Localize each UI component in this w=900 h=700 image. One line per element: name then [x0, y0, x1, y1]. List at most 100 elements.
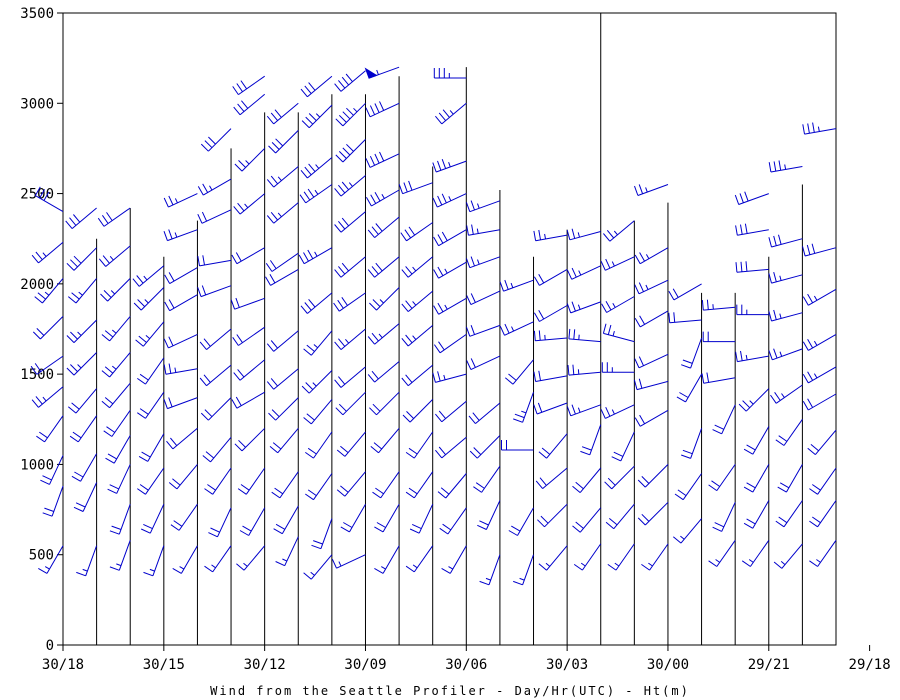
wind-profile [768, 160, 803, 645]
wind-barb [163, 229, 198, 242]
wind-barb [567, 364, 601, 376]
wind-barb [38, 545, 64, 574]
wind-barb [674, 473, 703, 501]
wind-barb [701, 372, 736, 384]
wind-barb [109, 540, 131, 571]
wind-barb [537, 503, 568, 528]
wind-barb [775, 419, 803, 446]
wind-barb [701, 299, 736, 311]
wind-barb [466, 290, 501, 306]
wind-profile [197, 128, 232, 645]
wind-barb [604, 465, 635, 490]
wind-barb [401, 364, 434, 387]
wind-barb [299, 184, 333, 204]
wind-barb [135, 321, 165, 347]
wind-profile [65, 207, 98, 645]
wind-barb [239, 507, 266, 536]
wind-barb [331, 554, 366, 569]
wind-barb [401, 256, 434, 278]
wind-barb [573, 543, 602, 571]
wind-barb [232, 75, 265, 96]
wind-barb [533, 330, 568, 342]
wind-barb [369, 391, 400, 416]
wind-barb [768, 271, 803, 284]
wind-barb [479, 554, 501, 586]
wind-barb [802, 122, 837, 135]
wind-barb [735, 223, 769, 236]
wind-barb [681, 337, 703, 369]
wind-barb [634, 353, 669, 369]
wind-barb [712, 404, 736, 435]
wind-barb [266, 368, 299, 390]
wind-barb [473, 465, 501, 493]
wind-barb [433, 261, 467, 279]
wind-barb [735, 350, 769, 363]
wind-barb [275, 536, 299, 567]
wind-barb [435, 400, 467, 423]
wind-barb [197, 285, 232, 298]
wind-barb [433, 68, 467, 79]
wind-barb [132, 265, 165, 287]
y-tick-label: 0 [46, 638, 54, 654]
wind-barb [36, 415, 64, 443]
wind-barb [768, 309, 803, 322]
x-axis: 30/18 30/15 30/12 30/09 30/06 30/03 30/00 29/21… [42, 645, 891, 673]
wind-barb [166, 427, 198, 450]
wind-barb [199, 328, 232, 350]
y-tick-label: 3000 [20, 96, 54, 112]
wind-barb [513, 554, 534, 586]
wind-barb [370, 427, 400, 454]
wind-barb [533, 305, 568, 322]
wind-barb [600, 404, 635, 419]
wind-barb [69, 415, 98, 443]
wind-pennant [364, 67, 378, 79]
wind-barb [600, 256, 635, 271]
wind-profile [566, 13, 602, 645]
x-tick-label: 29/18 [849, 657, 891, 673]
wind-barb [466, 355, 501, 371]
y-tick-label: 3500 [20, 6, 54, 22]
wind-barb [143, 545, 165, 577]
wind-barb [107, 464, 131, 494]
wind-barb [367, 216, 400, 238]
wind-barb [499, 279, 534, 292]
wind-barb [768, 160, 803, 173]
wind-barb [265, 252, 299, 272]
wind-barb [441, 545, 467, 574]
wind-barb [204, 545, 232, 573]
wind-barb [712, 502, 736, 532]
wind-barb [66, 247, 97, 271]
wind-barb [137, 391, 165, 419]
wind-barb [768, 234, 803, 248]
wind-barb [535, 467, 568, 489]
wind-barb [603, 220, 635, 242]
wind-barb [435, 436, 467, 459]
wind-barb [533, 370, 568, 382]
wind-barb [31, 241, 64, 264]
wind-barb [533, 229, 568, 242]
wind-barb [741, 540, 770, 567]
wind-profile [331, 70, 366, 645]
wind-barb [611, 431, 635, 462]
wind-barb [101, 382, 131, 409]
wind-barb [634, 184, 669, 196]
wind-barb [73, 482, 98, 512]
wind-barb [735, 261, 769, 273]
wind-barb [641, 543, 669, 571]
wind-barb [777, 464, 803, 493]
wind-barb [334, 328, 366, 350]
wind-profile [265, 102, 299, 645]
wind-barb [200, 397, 232, 421]
wind-barb [101, 352, 131, 378]
wind-barb [533, 268, 568, 286]
wind-barb [301, 104, 333, 129]
wind-barb [513, 392, 534, 423]
y-axis: 0 500 1000 1500 2000 2500 3000 3500 [20, 6, 63, 654]
wind-barb [567, 265, 601, 280]
wind-barb [802, 333, 837, 351]
wind-barb [266, 102, 299, 125]
wind-profile [298, 75, 333, 645]
wind-barb [435, 102, 467, 125]
wind-barb [266, 330, 299, 352]
wind-barb [137, 467, 165, 495]
